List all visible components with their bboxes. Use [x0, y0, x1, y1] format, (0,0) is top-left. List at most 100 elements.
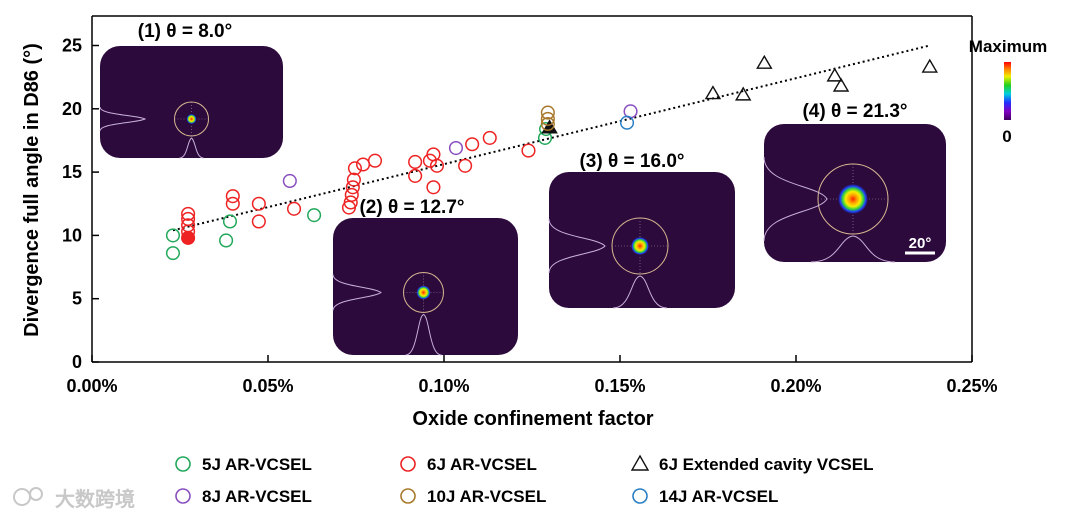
data-point — [346, 172, 361, 187]
data-point — [704, 85, 722, 100]
data-point — [343, 195, 358, 210]
horizontal-profile — [405, 313, 442, 356]
vertical-profile — [332, 274, 382, 311]
data-point — [251, 196, 266, 211]
x-tick-label: 0.10% — [418, 376, 469, 396]
data-point — [408, 168, 423, 183]
data-point — [344, 187, 359, 202]
data-point — [222, 214, 238, 229]
data-point — [521, 143, 536, 158]
beam-spot — [631, 237, 649, 255]
y-tick-label: 0 — [72, 352, 82, 372]
horizontal-profile — [810, 235, 896, 263]
x-axis-label: Oxide confinement factor — [412, 408, 653, 430]
legend-label: 6J AR-VCSEL — [427, 455, 537, 474]
legend-item: 6J AR-VCSEL — [400, 455, 537, 474]
beam-profile-inset: (2) θ = 12.7° — [332, 197, 518, 356]
data-point — [345, 180, 360, 195]
legend-item: 6J Extended cavity VCSEL — [630, 454, 873, 474]
scale-bar-label: 20° — [909, 235, 932, 252]
watermark: 大数跨境 — [55, 487, 135, 511]
data-point — [458, 158, 473, 173]
data-point — [181, 206, 196, 221]
vertical-profile — [763, 156, 828, 242]
y-tick-label: 15 — [62, 162, 82, 182]
data-point — [165, 246, 181, 261]
series-5j-ar-vcsel — [165, 122, 554, 261]
x-tick-label: 0.00% — [66, 376, 117, 396]
x-tick-label: 0.15% — [594, 376, 645, 396]
data-point — [540, 111, 555, 126]
horizontal-profile — [179, 137, 204, 159]
vertical-profile — [548, 218, 606, 274]
legend: 5J AR-VCSEL 6J AR-VCSEL 6J Extended cavity… — [175, 454, 873, 506]
series-6j-ar-vcsel — [181, 130, 536, 245]
x-tick-label: 0.25% — [946, 376, 997, 396]
series-10j-ar-vcsel — [540, 105, 555, 132]
data-point — [219, 233, 234, 248]
inset-label: (3) θ = 16.0° — [579, 151, 684, 172]
y-axis-label: Divergence full angle in D86 (°) — [21, 43, 43, 337]
beam-spot — [416, 285, 431, 300]
beam-profile-inset: (3) θ = 16.0° — [548, 151, 735, 309]
series-8j-ar-vcsel — [282, 104, 638, 189]
legend-marker — [400, 456, 416, 472]
data-point — [355, 157, 371, 172]
colorbar: Maximum 0 — [969, 37, 1047, 146]
legend-item: 10J AR-VCSEL — [400, 487, 546, 506]
data-point — [921, 58, 938, 73]
legend-item: 14J AR-VCSEL — [632, 487, 778, 506]
data-point — [286, 201, 302, 216]
data-point-filled — [181, 230, 196, 245]
data-point — [756, 54, 773, 69]
beam-profile-inset: (1) θ = 8.0° — [99, 21, 283, 159]
legend-marker — [175, 488, 191, 504]
legend-label: 8J AR-VCSEL — [202, 487, 312, 506]
vertical-profile — [99, 106, 147, 132]
legend-label: 10J AR-VCSEL — [427, 487, 546, 506]
data-point — [282, 173, 297, 189]
y-tick-label: 10 — [62, 225, 82, 245]
beam-spot — [186, 114, 197, 124]
y-tick-label: 5 — [72, 289, 82, 309]
y-tick-label: 25 — [62, 36, 82, 56]
y-tick-label: 20 — [62, 99, 82, 119]
legend-marker — [632, 488, 648, 504]
data-point — [482, 130, 497, 145]
inset-label: (1) θ = 8.0° — [138, 21, 232, 42]
colorbar-min-label: 0 — [1002, 127, 1011, 146]
legend-marker — [630, 454, 650, 471]
beam-spot — [838, 184, 868, 214]
colorbar-max-label: Maximum — [969, 37, 1047, 56]
legend-label: 6J Extended cavity VCSEL — [659, 455, 873, 474]
data-point — [540, 105, 555, 120]
inset-label: (2) θ = 12.7° — [359, 197, 464, 218]
data-point — [832, 77, 850, 92]
watermark-logo-icon — [13, 487, 43, 506]
data-point — [540, 116, 555, 132]
beam-profile-inset: (4) θ = 21.3° 20° — [763, 101, 946, 263]
x-tick-label: 0.20% — [770, 376, 821, 396]
data-point — [347, 161, 362, 176]
plot-frame — [91, 15, 973, 363]
data-point — [225, 196, 240, 211]
legend-item: 5J AR-VCSEL — [175, 455, 312, 474]
data-point — [429, 158, 445, 173]
data-point — [619, 115, 635, 130]
data-point — [181, 211, 196, 226]
data-point — [165, 228, 181, 243]
data-point — [465, 137, 480, 152]
data-point — [448, 140, 464, 156]
legend-label: 5J AR-VCSEL — [202, 455, 312, 474]
legend-label: 14J AR-VCSEL — [659, 487, 778, 506]
data-point — [251, 214, 266, 229]
horizontal-profile — [612, 275, 668, 309]
legend-marker — [400, 488, 416, 504]
x-tick-label: 0.05% — [242, 376, 293, 396]
data-point — [307, 208, 322, 223]
data-point — [225, 189, 240, 204]
data-point — [408, 154, 423, 170]
legend-item: 8J AR-VCSEL — [175, 487, 312, 506]
colorbar-gradient — [1004, 62, 1011, 120]
